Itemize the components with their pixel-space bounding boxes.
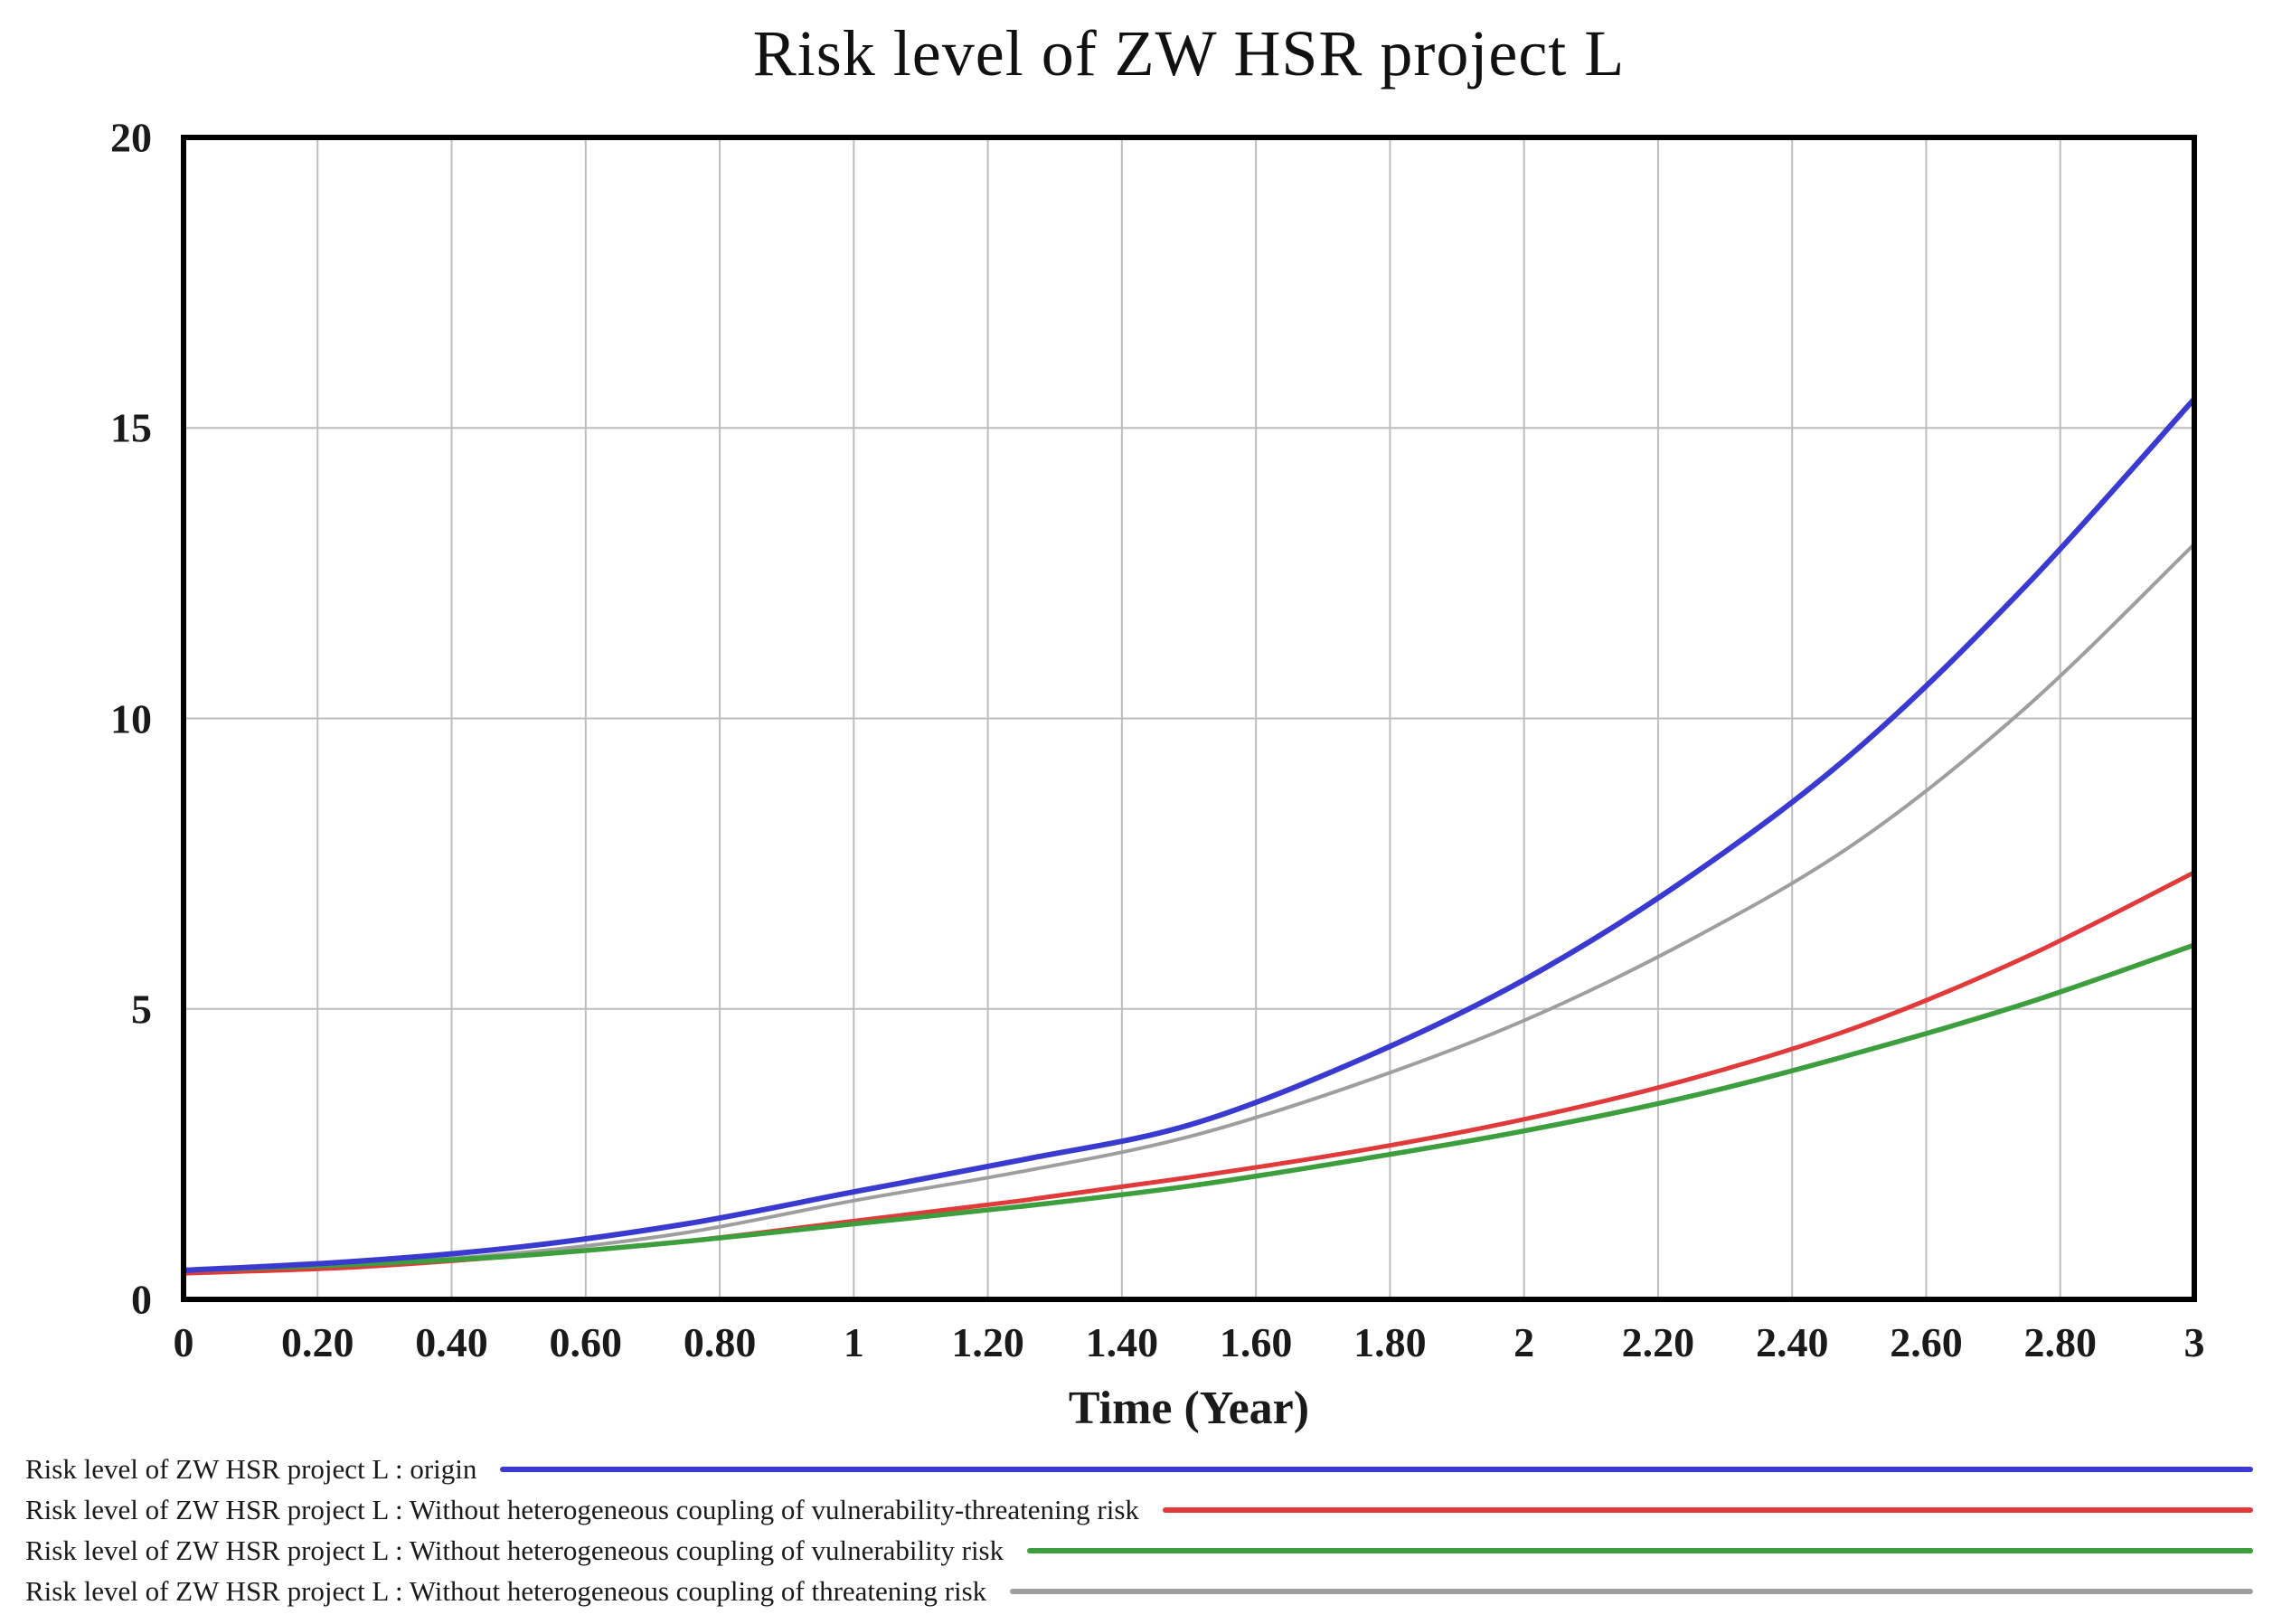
y-tick-label: 15 <box>110 404 152 451</box>
x-tick-label: 0.60 <box>549 1319 623 1365</box>
x-tick-label: 0.20 <box>281 1319 354 1365</box>
legend: Risk level of ZW HSR project L : origin … <box>25 1449 2253 1611</box>
x-tick-label: 0.40 <box>415 1319 488 1365</box>
x-tick-label: 1.60 <box>1219 1319 1293 1365</box>
x-tick-label: 2.60 <box>1890 1319 1963 1365</box>
x-tick-label: 3 <box>2183 1319 2205 1365</box>
series-line-origin <box>181 396 2197 1273</box>
legend-line-blue <box>500 1466 2253 1472</box>
x-tick-label: 1 <box>843 1319 864 1365</box>
series-line-without-vulnerability <box>181 942 2197 1273</box>
x-tick-label: 1.20 <box>951 1319 1024 1365</box>
chart-title: Risk level of ZW HSR project L <box>752 17 1626 90</box>
legend-item-without-vulnerability: Risk level of ZW HSR project L : Without… <box>25 1530 2253 1571</box>
legend-item-without-vulnerability-threatening: Risk level of ZW HSR project L : Without… <box>25 1489 2253 1530</box>
legend-label: Risk level of ZW HSR project L : Without… <box>25 1575 987 1607</box>
plot-frame <box>181 135 2197 1302</box>
legend-line-gray <box>1010 1588 2253 1594</box>
x-tick-label: 1.80 <box>1353 1319 1427 1365</box>
x-tick-label: 2 <box>1513 1319 1535 1365</box>
x-tick-label: 0 <box>173 1319 194 1365</box>
y-tick-label: 0 <box>131 1276 152 1323</box>
series-line-without-threatening <box>182 542 2196 1272</box>
series-line-without-vulnerability-threatening <box>181 870 2197 1276</box>
y-tick-label: 10 <box>110 695 152 741</box>
legend-label: Risk level of ZW HSR project L : Without… <box>25 1534 1004 1566</box>
x-tick-label: 2.80 <box>2023 1319 2097 1365</box>
legend-label: Risk level of ZW HSR project L : Without… <box>25 1494 1139 1525</box>
legend-item-origin: Risk level of ZW HSR project L : origin <box>25 1449 2253 1489</box>
y-tick-label: 5 <box>131 986 152 1033</box>
x-tick-label: 1.40 <box>1085 1319 1159 1365</box>
legend-label: Risk level of ZW HSR project L : origin <box>25 1453 477 1485</box>
legend-item-without-threatening: Risk level of ZW HSR project L : Without… <box>25 1571 2253 1611</box>
legend-line-red <box>1162 1506 2253 1513</box>
x-tick-label: 2.20 <box>1621 1319 1695 1365</box>
x-axis-title: Time (Year) <box>1068 1383 1310 1434</box>
x-tick-label: 0.80 <box>683 1319 757 1365</box>
x-tick-label: 2.40 <box>1755 1319 1829 1365</box>
y-tick-label: 20 <box>110 114 152 161</box>
legend-line-green <box>1027 1547 2253 1553</box>
